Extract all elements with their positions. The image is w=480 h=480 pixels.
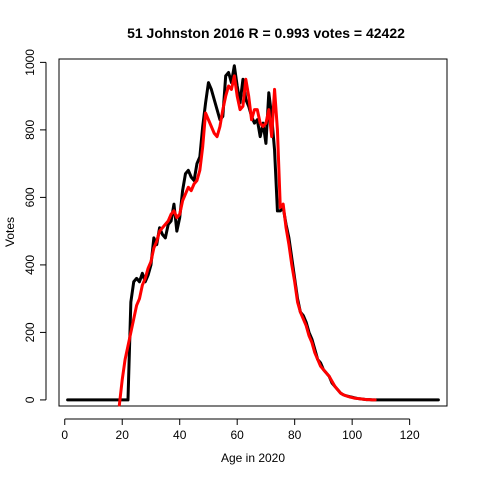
y-tick-label: 600 [23,187,37,207]
x-tick-label: 120 [400,428,420,442]
y-tick-label: 0 [23,396,37,403]
series-layer [66,64,440,407]
y-axis-label: Votes [3,217,17,247]
y-tick-label: 400 [23,255,37,275]
x-tick-label: 40 [173,428,187,442]
x-tick-label: 20 [116,428,130,442]
x-axis-label: Age in 2020 [221,451,285,465]
x-tick-label: 80 [288,428,302,442]
y-tick-label: 200 [23,322,37,342]
series-line-1 [117,74,377,407]
x-axis: 0 20 40 60 80 100 120 [61,418,420,442]
y-tick-label: 1000 [23,49,37,76]
x-tick-label: 0 [61,428,68,442]
y-tick-label: 800 [23,120,37,140]
chart-title: 51 Johnston 2016 R = 0.993 votes = 42422 [127,25,405,41]
y-axis: 0 200 400 600 800 1000 [23,49,47,403]
x-tick-label: 100 [342,428,362,442]
x-tick-label: 60 [231,428,245,442]
plot-frame [58,58,448,407]
